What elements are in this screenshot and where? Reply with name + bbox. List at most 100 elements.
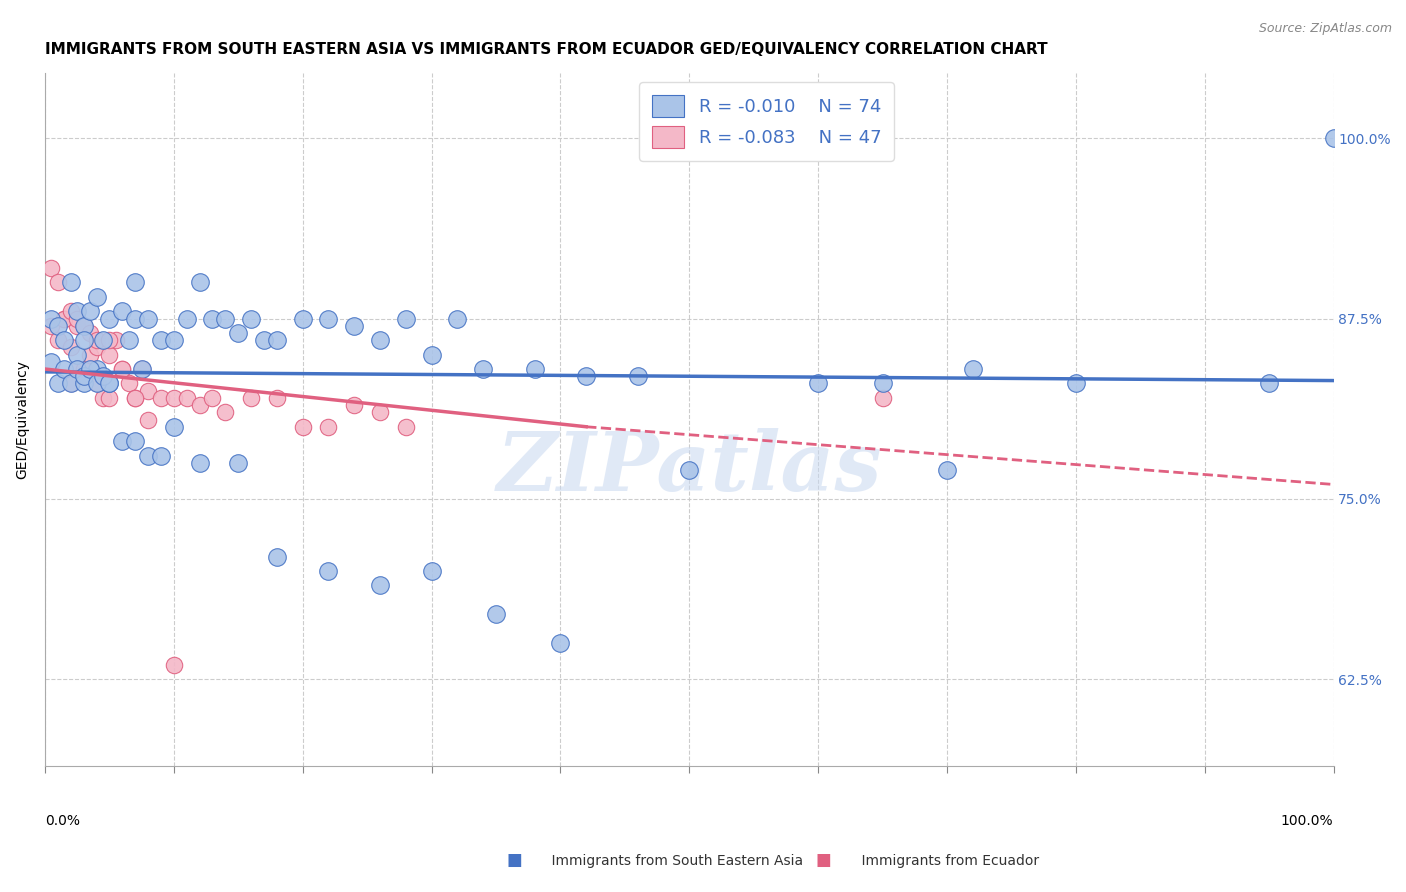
Point: [72, 333, 94, 347]
Point: [266, 333, 288, 347]
Legend: R = -0.010    N = 74, R = -0.083    N = 47: R = -0.010 N = 74, R = -0.083 N = 47: [640, 82, 894, 161]
Point: [111, 362, 134, 376]
Point: [318, 564, 340, 578]
Point: [66, 362, 89, 376]
Point: [343, 318, 366, 333]
Point: [66, 304, 89, 318]
Point: [124, 276, 146, 290]
Point: [41, 355, 63, 369]
Point: [343, 398, 366, 412]
Point: [111, 434, 134, 449]
Point: [66, 318, 89, 333]
Text: IMMIGRANTS FROM SOUTH EASTERN ASIA VS IMMIGRANTS FROM ECUADOR GED/EQUIVALENCY CO: IMMIGRANTS FROM SOUTH EASTERN ASIA VS IM…: [45, 42, 1047, 57]
Point: [131, 362, 153, 376]
Point: [872, 376, 894, 391]
Point: [318, 311, 340, 326]
Point: [98, 376, 121, 391]
Point: [163, 391, 186, 405]
Point: [678, 463, 700, 477]
Text: Immigrants from South Eastern Asia: Immigrants from South Eastern Asia: [534, 855, 803, 868]
Point: [136, 412, 159, 426]
Point: [266, 549, 288, 564]
Point: [91, 333, 114, 347]
Point: [59, 376, 82, 391]
Point: [163, 333, 186, 347]
Point: [98, 391, 121, 405]
Point: [118, 333, 141, 347]
Point: [59, 304, 82, 318]
Point: [131, 362, 153, 376]
Text: 0.0%: 0.0%: [45, 814, 80, 829]
Point: [111, 362, 134, 376]
Text: Source: ZipAtlas.com: Source: ZipAtlas.com: [1258, 22, 1392, 36]
Point: [395, 419, 418, 434]
Point: [136, 449, 159, 463]
Point: [163, 419, 186, 434]
Point: [807, 376, 830, 391]
Point: [368, 405, 391, 419]
Point: [111, 304, 134, 318]
Y-axis label: GED/Equivalency: GED/Equivalency: [15, 360, 30, 479]
Point: [46, 318, 69, 333]
Point: [214, 405, 236, 419]
Point: [72, 318, 94, 333]
Point: [149, 333, 172, 347]
Point: [86, 376, 108, 391]
Point: [46, 376, 69, 391]
Text: ZIPatlas: ZIPatlas: [496, 428, 882, 508]
Point: [291, 311, 314, 326]
Point: [66, 348, 89, 362]
Point: [53, 311, 76, 326]
Point: [214, 311, 236, 326]
Point: [72, 318, 94, 333]
Point: [91, 391, 114, 405]
Point: [149, 449, 172, 463]
Point: [46, 333, 69, 347]
Point: [86, 333, 108, 347]
Text: ■: ■: [506, 851, 522, 869]
Point: [318, 419, 340, 434]
Point: [136, 384, 159, 398]
Point: [79, 348, 101, 362]
Point: [368, 578, 391, 592]
Point: [104, 333, 127, 347]
Point: [201, 311, 224, 326]
Point: [291, 419, 314, 434]
Point: [124, 311, 146, 326]
Point: [79, 326, 101, 340]
Text: 100.0%: 100.0%: [1281, 814, 1333, 829]
Point: [149, 391, 172, 405]
Point: [91, 369, 114, 384]
Point: [98, 333, 121, 347]
Point: [79, 304, 101, 318]
Point: [1258, 376, 1281, 391]
Point: [266, 391, 288, 405]
Point: [420, 564, 443, 578]
Point: [59, 340, 82, 354]
Point: [66, 362, 89, 376]
Text: ■: ■: [815, 851, 831, 869]
Point: [240, 391, 263, 405]
Point: [176, 391, 198, 405]
Point: [1064, 376, 1087, 391]
Point: [86, 376, 108, 391]
Point: [163, 657, 186, 672]
Point: [53, 362, 76, 376]
Point: [226, 326, 249, 340]
Point: [53, 333, 76, 347]
Point: [86, 290, 108, 304]
Point: [201, 391, 224, 405]
Point: [53, 311, 76, 326]
Point: [86, 362, 108, 376]
Point: [240, 311, 263, 326]
Point: [872, 391, 894, 405]
Point: [59, 276, 82, 290]
Point: [188, 398, 211, 412]
Text: Immigrants from Ecuador: Immigrants from Ecuador: [844, 855, 1039, 868]
Point: [962, 362, 984, 376]
Point: [188, 456, 211, 470]
Point: [72, 362, 94, 376]
Point: [523, 362, 546, 376]
Point: [41, 311, 63, 326]
Point: [368, 333, 391, 347]
